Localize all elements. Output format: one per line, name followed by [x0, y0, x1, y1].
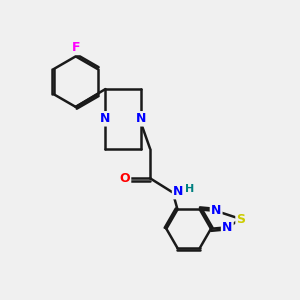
Text: S: S	[236, 213, 245, 226]
Text: O: O	[119, 172, 130, 185]
Text: N: N	[173, 185, 183, 198]
Text: N: N	[100, 112, 111, 125]
Text: N: N	[222, 221, 232, 234]
Text: H: H	[185, 184, 195, 194]
Text: N: N	[211, 204, 221, 218]
Text: N: N	[136, 112, 146, 125]
Text: F: F	[71, 41, 80, 54]
